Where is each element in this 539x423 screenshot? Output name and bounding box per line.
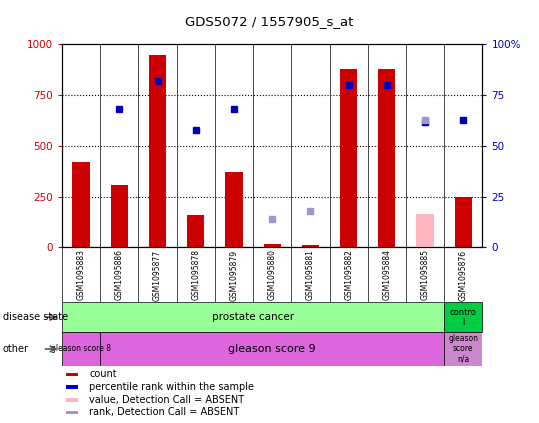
- Text: other: other: [3, 344, 29, 354]
- Text: GSM1095885: GSM1095885: [420, 250, 430, 300]
- Text: count: count: [89, 369, 117, 379]
- Text: GSM1095884: GSM1095884: [382, 250, 391, 300]
- Text: percentile rank within the sample: percentile rank within the sample: [89, 382, 254, 392]
- Text: GSM1095883: GSM1095883: [77, 250, 86, 300]
- Text: GSM1095880: GSM1095880: [268, 250, 277, 300]
- Bar: [264, 244, 281, 247]
- Text: value, Detection Call = ABSENT: value, Detection Call = ABSENT: [89, 395, 245, 405]
- Text: GSM1095879: GSM1095879: [230, 250, 238, 300]
- Text: GDS5072 / 1557905_s_at: GDS5072 / 1557905_s_at: [185, 15, 354, 28]
- Text: disease state: disease state: [3, 312, 68, 322]
- Text: rank, Detection Call = ABSENT: rank, Detection Call = ABSENT: [89, 407, 239, 418]
- Text: prostate cancer: prostate cancer: [212, 312, 294, 322]
- Bar: [66, 398, 78, 401]
- Bar: [444, 332, 482, 366]
- Text: gleason score 9: gleason score 9: [229, 344, 316, 354]
- Bar: [455, 197, 472, 247]
- Bar: [66, 373, 78, 376]
- Text: GSM1095886: GSM1095886: [115, 250, 124, 300]
- Text: GSM1095882: GSM1095882: [344, 250, 353, 300]
- Text: GSM1095878: GSM1095878: [191, 250, 201, 300]
- Bar: [340, 69, 357, 247]
- Bar: [62, 332, 100, 366]
- Text: contro
l: contro l: [450, 308, 476, 327]
- Text: gleason
score
n/a: gleason score n/a: [448, 334, 478, 364]
- Bar: [66, 385, 78, 389]
- Bar: [225, 172, 243, 247]
- Bar: [444, 302, 482, 332]
- Text: GSM1095881: GSM1095881: [306, 250, 315, 300]
- Bar: [378, 69, 396, 247]
- Bar: [100, 332, 444, 366]
- Text: GSM1095876: GSM1095876: [459, 250, 468, 300]
- Bar: [149, 55, 166, 247]
- Text: gleason score 8: gleason score 8: [51, 344, 111, 354]
- Bar: [110, 184, 128, 247]
- Bar: [66, 411, 78, 414]
- Bar: [72, 162, 89, 247]
- Text: GSM1095877: GSM1095877: [153, 250, 162, 300]
- Bar: [302, 245, 319, 247]
- Bar: [417, 214, 434, 247]
- Bar: [187, 215, 204, 247]
